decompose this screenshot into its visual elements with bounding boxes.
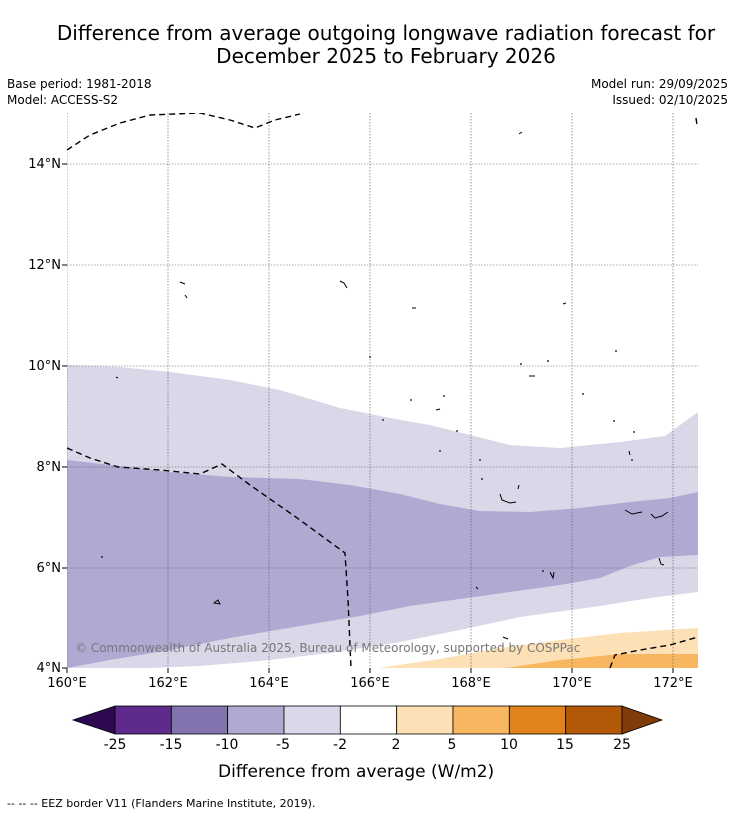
lat-label: 10°N xyxy=(28,359,61,374)
colorbar-tick: 25 xyxy=(613,737,631,753)
colorbar-cell xyxy=(508,705,567,735)
colorbar-tick: -15 xyxy=(159,737,183,753)
atoll xyxy=(115,376,119,379)
axis-ticks xyxy=(62,163,674,673)
eez-border-northeast xyxy=(695,117,698,126)
colorbar-tick: -10 xyxy=(215,737,239,753)
atoll xyxy=(499,493,517,504)
colorbar xyxy=(71,705,664,735)
colorbar-cell xyxy=(283,705,341,735)
colorbar-tick: 10 xyxy=(500,737,518,753)
gridlines xyxy=(67,113,698,668)
eez-border-west xyxy=(67,447,352,668)
lon-label: 170°E xyxy=(552,676,592,691)
map-plot-area xyxy=(67,113,698,668)
colorbar-cell xyxy=(565,705,623,735)
lon-label: 162°E xyxy=(148,676,188,691)
longitude-labels: 160°E 162°E 164°E 166°E 168°E 170°E 172°… xyxy=(47,676,693,691)
colorbar-tick: -25 xyxy=(103,737,127,753)
lon-label: 172°E xyxy=(653,676,693,691)
lat-label: 14°N xyxy=(28,157,61,172)
atoll xyxy=(502,636,509,640)
lat-label: 4°N xyxy=(37,661,62,676)
atoll xyxy=(339,280,348,289)
colorbar-cell xyxy=(170,705,229,735)
islands xyxy=(115,131,669,640)
atoll xyxy=(624,509,643,515)
colorbar-tick: 15 xyxy=(556,737,574,753)
colorbar-tick: -5 xyxy=(276,737,290,753)
title-line-1: Difference from average outgoing longwav… xyxy=(56,21,716,45)
atoll xyxy=(549,571,555,580)
colorbar-tick: 2 xyxy=(391,737,401,753)
model-name: Model: ACCESS-S2 xyxy=(7,93,119,107)
colorbar-cell xyxy=(114,705,172,735)
colorbar-cells xyxy=(114,705,623,735)
lon-label: 160°E xyxy=(47,676,87,691)
atoll xyxy=(517,484,520,490)
meta-left: Base period: 1981-2018 Model: ACCESS-S2 xyxy=(7,76,152,108)
lat-label: 12°N xyxy=(28,258,61,273)
atoll xyxy=(650,511,669,519)
anomaly-band-plus5-to-plus10 xyxy=(505,654,698,668)
colorbar-high-extend xyxy=(621,705,664,735)
lat-label: 8°N xyxy=(37,460,62,475)
colorbar-low-extend xyxy=(71,705,116,735)
eez-border-north xyxy=(67,113,301,151)
colorbar-tick: -2 xyxy=(333,737,347,753)
anomaly-band-minus10-to-minus5 xyxy=(67,460,698,668)
copyright-notice: © Commonwealth of Australia 2025, Bureau… xyxy=(75,641,581,655)
title-line-2: December 2025 to February 2026 xyxy=(216,44,556,68)
atoll xyxy=(628,450,631,456)
model-run: Model run: 29/09/2025 xyxy=(590,77,728,91)
colorbar-cell xyxy=(339,705,398,735)
lon-label: 168°E xyxy=(451,676,491,691)
atoll xyxy=(475,586,479,590)
colorbar-title: Difference from average (W/m2) xyxy=(218,762,495,782)
atoll xyxy=(435,408,441,411)
atoll xyxy=(562,302,567,305)
atoll xyxy=(184,294,188,299)
issued-date: Issued: 02/10/2025 xyxy=(612,93,728,107)
latitude-labels: 14°N 12°N 10°N 8°N 6°N 4°N xyxy=(28,157,61,676)
lat-label: 6°N xyxy=(37,561,62,576)
meta-right: Model run: 29/09/2025 Issued: 02/10/2025 xyxy=(591,76,728,108)
atoll xyxy=(658,557,665,566)
eez-borders xyxy=(67,113,698,668)
colorbar-cell xyxy=(452,705,510,735)
atoll xyxy=(212,599,221,605)
atoll xyxy=(518,131,523,135)
islets xyxy=(101,350,635,572)
colorbar-cell xyxy=(227,705,285,735)
lon-label: 166°E xyxy=(350,676,390,691)
base-period: Base period: 1981-2018 xyxy=(7,77,152,91)
atoll xyxy=(179,281,186,285)
eez-footnote: -- -- -- EEZ border V11 (Flanders Marine… xyxy=(7,797,316,810)
colorbar-tick: 5 xyxy=(447,737,457,753)
colorbar-cell xyxy=(396,705,454,735)
lon-label: 164°E xyxy=(249,676,289,691)
chart-title: Difference from average outgoing longwav… xyxy=(0,22,736,68)
